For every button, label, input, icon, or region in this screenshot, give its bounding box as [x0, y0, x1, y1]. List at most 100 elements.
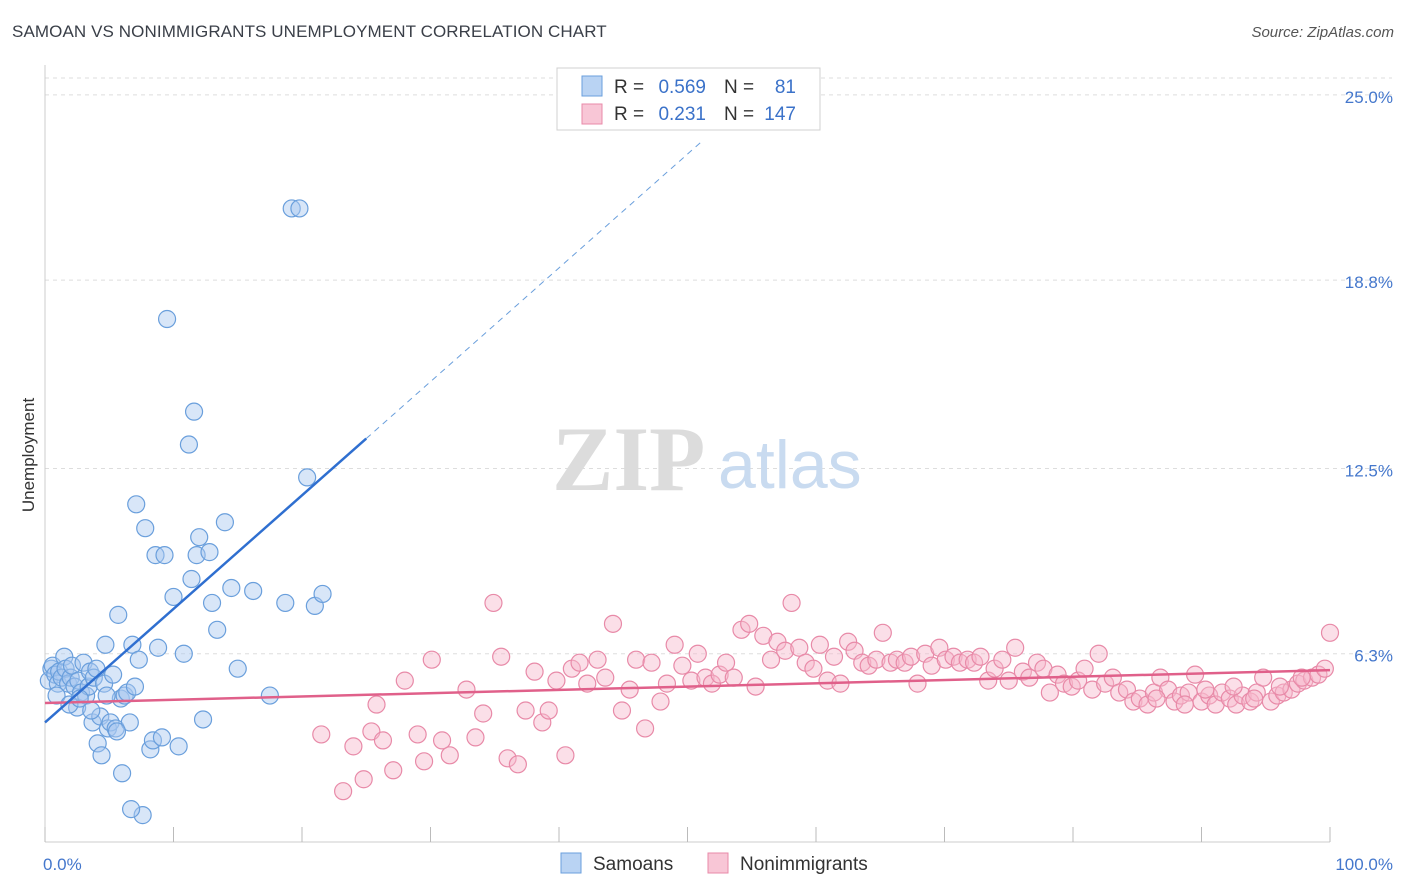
samoans-point-55 — [179, 435, 199, 454]
nonimmigrants-point-93 — [1040, 683, 1059, 702]
x-tick-labels: 0.0% 100.0% — [43, 855, 1393, 874]
nonimmigrants-point-38 — [651, 692, 670, 711]
samoans-point-30 — [104, 665, 123, 684]
samoans-point-68 — [260, 686, 279, 705]
samoans-point-54 — [174, 644, 193, 663]
nonimmigrants-point-68 — [867, 650, 886, 669]
legend-r-value-1: 0.569 — [658, 77, 706, 98]
nonimmigrants-point-87 — [999, 671, 1018, 690]
nonimmigrants-point-12 — [432, 731, 452, 750]
nonimmigrants-point-62 — [824, 647, 844, 666]
series-legend-label-samoans: Samoans — [593, 854, 673, 875]
nonimmigrants-point-7 — [384, 761, 403, 780]
samoans-point-56 — [182, 569, 201, 589]
nonimmigrants-point-15 — [466, 728, 485, 747]
samoans-point-65 — [222, 578, 241, 598]
legend-r-value-2: 0.231 — [658, 104, 706, 125]
samoans-point-29 — [101, 713, 120, 732]
nonimmigrants-point-120 — [1227, 695, 1246, 714]
nonimmigrants-point-30 — [588, 650, 607, 669]
nonimmigrants-point-8 — [395, 671, 414, 690]
samoans-point-67 — [244, 581, 263, 601]
legend-n-value-2: 147 — [764, 104, 796, 125]
nonimmigrants-point-59 — [804, 659, 823, 678]
samoans-point-52 — [164, 587, 183, 607]
nonimmigrants-point-25 — [547, 671, 566, 690]
nonimmigrants-point-133 — [1315, 659, 1334, 678]
nonimmigrants-point-134 — [1320, 623, 1340, 642]
samoans-point-74 — [313, 584, 332, 604]
nonimmigrants-point-22 — [525, 662, 544, 681]
nonimmigrants-point-1 — [334, 782, 353, 801]
samoans-point-63 — [208, 620, 227, 639]
series-legend-swatch-nonimmigrants — [707, 852, 729, 874]
samoans-point-37 — [120, 713, 139, 732]
nonimmigrants-point-31 — [596, 668, 615, 687]
samoans-point-61 — [200, 543, 219, 562]
samoans-trend-extension — [365, 142, 701, 439]
nonimmigrants-point-39 — [657, 674, 677, 693]
samoans-point-59 — [190, 528, 209, 547]
nonimmigrants-point-124 — [1254, 668, 1273, 687]
legend-r-label-2: R = — [614, 104, 644, 125]
nonimmigrants-point-10 — [414, 752, 434, 771]
legend-n-label-1: N = — [724, 77, 754, 98]
samoans-point-79 — [97, 686, 116, 705]
nonimmigrants-point-13 — [440, 746, 459, 765]
samoans-point-53 — [169, 737, 188, 756]
nonimmigrants-point-137 — [1245, 689, 1264, 708]
samoans-point-72 — [298, 468, 317, 487]
nonimmigrants-point-42 — [682, 671, 701, 690]
nonimmigrants-trend-line — [44, 668, 1331, 705]
nonimmigrants-point-139 — [1292, 668, 1311, 687]
nonimmigrants-point-26 — [556, 746, 575, 765]
nonimmigrants-point-28 — [570, 653, 589, 672]
nonimmigrants-point-41 — [673, 656, 692, 675]
nonimmigrants-point-17 — [484, 593, 503, 613]
nonimmigrants-point-69 — [873, 623, 892, 642]
nonimmigrants-point-73 — [901, 647, 921, 666]
chart-title: SAMOAN VS NONIMMIGRANTS UNEMPLOYMENT COR… — [12, 22, 607, 41]
y-tick-label-1: 12.5% — [1345, 461, 1393, 480]
nonimmigrants-point-140 — [1147, 689, 1166, 708]
nonimmigrants-point-100 — [1089, 644, 1108, 663]
nonimmigrants-point-35 — [626, 650, 646, 669]
nonimmigrants-point-83 — [971, 647, 990, 666]
samoans-point-34 — [112, 764, 132, 783]
y-tick-labels: 6.3% 12.5% 18.8% 25.0% — [1345, 88, 1393, 666]
nonimmigrants-point-136 — [1224, 677, 1243, 696]
nonimmigrants-point-20 — [508, 755, 527, 774]
samoans-point-76 — [60, 695, 79, 714]
nonimmigrants-point-138 — [1270, 677, 1289, 696]
watermark: ZIP atlas — [552, 408, 862, 510]
nonimmigrants-point-32 — [603, 614, 623, 633]
gridlines — [45, 77, 1392, 655]
samoans-point-69 — [276, 593, 295, 613]
nonimmigrants-points — [312, 593, 1340, 801]
nonimmigrants-point-19 — [498, 749, 517, 768]
samoans-point-41 — [129, 650, 148, 669]
nonimmigrants-point-40 — [665, 635, 684, 654]
nonimmigrants-point-34 — [620, 680, 639, 699]
x-tick-label-1: 100.0% — [1335, 855, 1393, 874]
series-legend: Samoans Nonimmigrants — [560, 852, 868, 875]
legend-n-value-1: 81 — [775, 77, 796, 98]
samoans-point-48 — [148, 638, 168, 657]
samoans-point-70 — [282, 199, 301, 218]
legend-swatch-samoans — [581, 75, 603, 97]
nonimmigrants-point-51 — [746, 677, 765, 696]
samoans-point-44 — [121, 800, 141, 819]
nonimmigrants-point-141 — [1175, 695, 1194, 714]
samoans-point-42 — [133, 806, 152, 825]
nonimmigrants-point-86 — [993, 650, 1012, 669]
nonimmigrants-point-50 — [740, 614, 759, 633]
nonimmigrants-point-56 — [782, 593, 801, 613]
samoans-trend-line — [44, 437, 368, 724]
samoans-points — [39, 199, 332, 825]
samoans-point-66 — [228, 659, 247, 678]
samoans-point-22 — [87, 659, 106, 678]
nonimmigrants-point-74 — [908, 674, 927, 693]
samoans-point-39 — [125, 677, 145, 696]
watermark-atlas: atlas — [718, 427, 862, 503]
